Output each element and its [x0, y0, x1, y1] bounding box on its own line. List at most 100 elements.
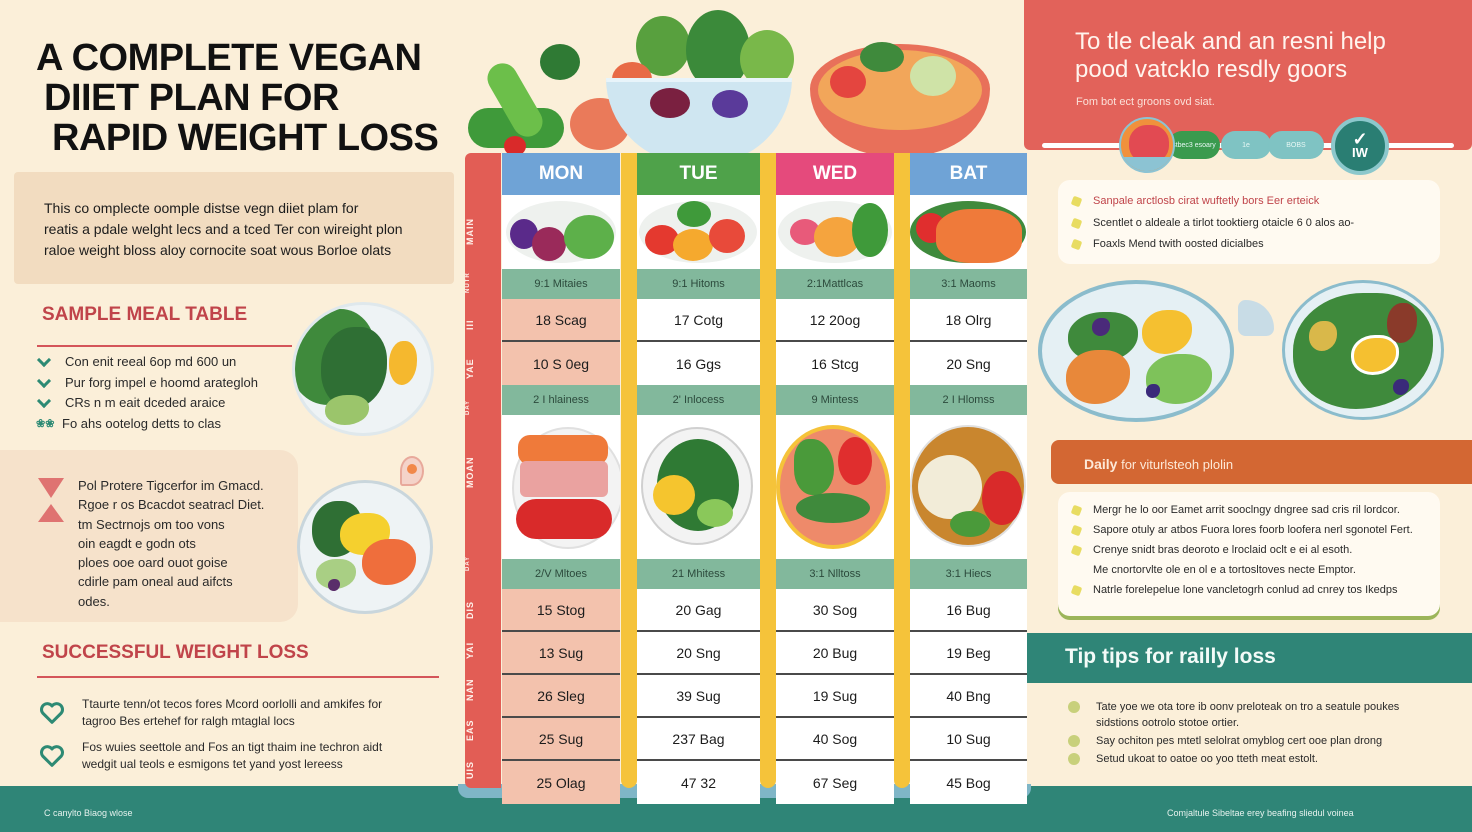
table-side-bar: [465, 153, 501, 788]
title-line-3: RAPID WEIGHT LOSS: [52, 117, 439, 159]
side-label: MOAN: [465, 456, 475, 488]
hero-subtitle: Fom bot ect groons ovd siat.: [1076, 96, 1215, 108]
nutrition-cell: 3:1 Maoms: [910, 269, 1027, 299]
value-cell: 20 Sng: [637, 632, 760, 675]
protein-line: odes.: [78, 593, 110, 609]
daily-plan-header: [1051, 440, 1472, 484]
list-item: Mergr he lo oor Eamet arrit sooclngy dng…: [1070, 500, 1440, 520]
value-cell: 47 32: [637, 761, 760, 804]
protein-line: Pol Protere Tigcerfor im Gmacd.: [78, 478, 264, 493]
table-column-mon: MON 9:1 Mitaies 18 Scag 10 S 0eg 2 I hla…: [502, 153, 620, 804]
hero-title: To tle cleak and an resni help pood vatc…: [1075, 28, 1455, 84]
side-label: NAN: [465, 678, 475, 702]
bullet-icon: [1070, 544, 1083, 556]
pill-tag[interactable]: BOBS: [1268, 131, 1324, 159]
bullet-icon: [1070, 195, 1083, 207]
side-label: DAY: [465, 399, 471, 415]
protein-line: tm Sectrnojs om too vons: [78, 516, 225, 532]
tips-title: Tip tips for railly loss: [1065, 645, 1276, 668]
lunch-dish-wed: [776, 415, 894, 559]
list-item-text: Scentlet o aldeale a tirlot tooktierg ot…: [1093, 217, 1355, 229]
lunch-dish-mon: [502, 415, 620, 559]
bullet-spacer: [1071, 564, 1083, 576]
list-item-text: Con enit reeal 6op md 600 un: [65, 354, 237, 369]
check-badge-icon[interactable]: ✓ IW: [1331, 117, 1389, 175]
list-item: Fos wuies seettole and Fos an tigt thaim…: [38, 739, 412, 772]
tips-header: [1027, 633, 1472, 683]
list-item-text: Pur forg impel e hoomd arategloh: [65, 374, 258, 390]
value-cell: 40 Sog: [776, 718, 894, 761]
column-divider: [894, 153, 910, 788]
value-cell: 18 Olrg: [910, 299, 1027, 342]
dot-bullet-icon: [1068, 701, 1080, 713]
day-header-wed[interactable]: WED: [776, 153, 894, 195]
divided-plate-illustration: [1038, 280, 1234, 422]
chevron-check-icon: [38, 378, 51, 388]
column-divider: [760, 153, 776, 788]
sample-card: Sanpale arctlosb cirat wuftetly bors Eer…: [1058, 180, 1440, 264]
breakfast-dish-mon: [502, 195, 620, 269]
pill-tag[interactable]: stbec3 esoary: [1168, 131, 1220, 159]
value-cell: 39 Sug: [637, 675, 760, 718]
nutrition-cell: 21 Mhitess: [637, 559, 760, 589]
nutrition-cell: 2/V Mltoes: [502, 559, 620, 589]
value-cell: 17 Cotg: [637, 299, 760, 342]
fruit-badge-icon: [1119, 117, 1175, 173]
list-item: Tate yoe we ota tore ib oonv preloteak o…: [1068, 699, 1436, 731]
title-line-2: DIIET PLAN FOR: [44, 77, 339, 119]
protein-line: ploes ooe oard ouot goise: [78, 555, 228, 571]
value-cell: 16 Stcg: [776, 342, 894, 385]
spoon-illustration: [1238, 300, 1274, 336]
value-cell: 19 Sug: [776, 675, 894, 718]
hourglass-icon: [38, 478, 64, 524]
daily-title-rest: for viturlsteoh plolin: [1117, 457, 1234, 472]
protein-line: oin eagdt e godn ots: [78, 535, 196, 551]
day-header-tue[interactable]: TUE: [637, 153, 760, 195]
side-label: MAIN: [465, 218, 475, 246]
list-item-text: Say ochiton pes mtetl selolrat omyblog c…: [1096, 735, 1383, 747]
list-item-text: Crenye snidt bras deoroto e lroclaid ocl…: [1093, 544, 1353, 556]
list-item-text: Setud ukoat to oatoe oo yoo tteth meat e…: [1096, 753, 1318, 765]
protein-line: cdirle pam oneal aud aifcts: [78, 574, 233, 590]
side-label: III: [465, 319, 475, 331]
list-item: Sanpale arctlosb cirat wuftetly bors Eer…: [1070, 190, 1440, 212]
intro-line: reatis a pdale welght lecs and a tced Te…: [44, 221, 403, 237]
value-cell: 15 Stog: [502, 589, 620, 632]
nutrition-cell: 9:1 Hitoms: [637, 269, 760, 299]
value-cell: 19 Beg: [910, 632, 1027, 675]
chevron-check-icon: [38, 357, 51, 367]
sample-meal-title: SAMPLE MEAL TABLE: [42, 304, 248, 325]
heart-icon: [39, 745, 65, 767]
pill-tag[interactable]: 1e: [1221, 131, 1271, 159]
list-item-text: Fos wuies seettole and Fos an tigt thaim…: [82, 740, 383, 771]
value-cell: 25 Sug: [502, 718, 620, 761]
value-cell: 26 Sleg: [502, 675, 620, 718]
list-item-text: CRs n m eait dceded araice: [65, 395, 226, 410]
value-cell: 10 Sug: [910, 718, 1027, 761]
value-cell: 20 Bug: [776, 632, 894, 675]
bullet-icon: [1070, 217, 1083, 229]
day-header-mon[interactable]: MON: [502, 153, 620, 195]
value-cell: 13 Sug: [502, 632, 620, 675]
list-item-text: Foaxls Mend twith oosted dicialbes: [1093, 238, 1264, 250]
value-cell: 30 Sog: [776, 589, 894, 632]
bullet-icon: [1070, 504, 1083, 516]
list-item-text: Ttaurte tenn/ot tecos fores Mcord oorlol…: [82, 697, 383, 728]
table-column-bat: BAT 3:1 Maoms 18 Olrg 20 Sng 2 I Hlomss …: [910, 153, 1027, 804]
side-label: EAS: [465, 719, 475, 741]
value-cell: 16 Bug: [910, 589, 1027, 632]
nutrition-cell: 9:1 Mitaies: [502, 269, 620, 299]
daily-title-bold: Daily: [1084, 456, 1118, 472]
day-header-bat[interactable]: BAT: [910, 153, 1027, 195]
protein-text: Pol Protere Tigcerfor im Gmacd. Rgoe r o…: [78, 476, 288, 611]
side-label: UIS: [465, 761, 475, 780]
tips-list: Tate yoe we ota tore ib oonv preloteak o…: [1068, 699, 1436, 769]
list-item-text: Fo ahs ootelog detts to clas: [62, 415, 221, 431]
sample-meal-divider: [37, 345, 292, 347]
list-item-text: Natrle forelepelue lone vancletogrh conl…: [1093, 584, 1398, 596]
list-item-text: Tate yoe we ota tore ib oonv preloteak o…: [1096, 701, 1400, 729]
footer-left-text: C canylto Biaog wlose: [44, 808, 133, 818]
value-cell: 16 Ggs: [637, 342, 760, 385]
breakfast-dish-bat: [910, 195, 1027, 269]
sprig-icon: ❀❀: [36, 417, 55, 430]
